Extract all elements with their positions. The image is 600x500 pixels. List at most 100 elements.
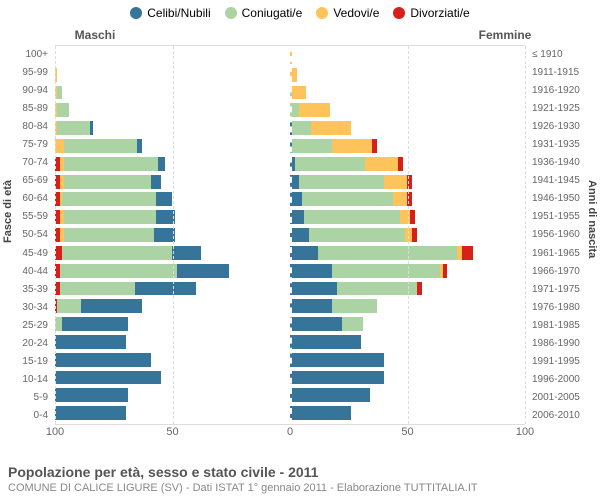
bar-segment [290,299,332,313]
year-label: 1996-2000 [528,371,600,389]
plot-area [55,45,525,425]
legend-item: Divorziati/e [393,6,469,20]
bar-segment [292,86,306,100]
x-tick: 100 [516,426,534,438]
age-label: 20-24 [0,335,52,353]
age-label: 90-94 [0,81,52,99]
bar-segment [384,175,408,189]
center-axis [290,46,292,424]
age-label: 45-49 [0,244,52,262]
bar-segment [57,299,81,313]
legend-item: Coniugati/e [225,6,303,20]
year-labels: ≤ 19101911-19151916-19201921-19251926-19… [528,45,600,425]
x-tick: 50 [401,426,413,438]
legend-label: Celibi/Nubili [147,6,210,20]
year-label: 1946-1950 [528,190,600,208]
year-label: 1911-1915 [528,63,600,81]
bar-segment [290,388,370,402]
gridline [525,46,526,424]
bar-segment [62,317,128,331]
bar-segment [290,228,309,242]
year-label: 1971-1975 [528,280,600,298]
bar-segment [372,139,377,153]
gender-female-label: Femmine [300,28,600,42]
year-label: 1966-1970 [528,262,600,280]
age-label: 40-44 [0,262,52,280]
year-label: 1986-1990 [528,335,600,353]
bar-segment [55,353,151,367]
bar-segment [290,406,351,420]
legend-swatch [225,7,237,19]
x-tick: 100 [46,426,64,438]
bar-segment [393,192,407,206]
bar-segment [55,371,161,385]
bar-segment [55,335,126,349]
year-label: 1991-1995 [528,353,600,371]
legend-label: Vedovi/e [333,6,379,20]
bar-segment [81,299,142,313]
bar-segment [55,246,62,260]
year-label: 1961-1965 [528,244,600,262]
legend-item: Vedovi/e [316,6,379,20]
year-label: ≤ 1910 [528,45,600,63]
year-label: 2001-2005 [528,389,600,407]
bar-segment [332,299,377,313]
bar-segment [405,228,412,242]
bar-segment [135,282,196,296]
bar-segment [311,121,351,135]
year-label: 1931-1935 [528,135,600,153]
population-pyramid-chart: Celibi/Nubili Coniugati/e Vedovi/e Divorzia… [0,0,600,500]
bar-segment [290,264,332,278]
bar-segment [299,103,330,117]
age-label: 95-99 [0,63,52,81]
bar-segment [295,157,366,171]
bar-segment [332,139,372,153]
gridline [55,46,56,424]
year-label: 2006-2010 [528,407,600,425]
bar-segment [290,282,337,296]
bar-segment [337,282,417,296]
chart-footer: Popolazione per età, sesso e stato civil… [8,464,592,494]
bar-segment [64,210,156,224]
bar-segment [299,175,384,189]
bar-segment [302,192,394,206]
bar-segment [64,139,137,153]
bar-segment [55,406,126,420]
age-label: 55-59 [0,208,52,226]
age-label: 85-89 [0,99,52,117]
age-label: 0-4 [0,407,52,425]
bar-segment [412,228,417,242]
year-label: 1941-1945 [528,172,600,190]
bar-segment [365,157,398,171]
age-label: 70-74 [0,154,52,172]
legend-swatch [393,7,405,19]
legend-swatch [316,7,328,19]
age-label: 5-9 [0,389,52,407]
legend-swatch [130,7,142,19]
age-label: 25-29 [0,316,52,334]
bar-segment [158,157,165,171]
bar-segment [55,388,128,402]
bar-segment [342,317,363,331]
chart-subtitle: COMUNE DI CALICE LIGURE (SV) - Dati ISTA… [8,482,592,494]
bar-segment [64,175,151,189]
bar-segment [62,246,172,260]
year-label: 1956-1960 [528,226,600,244]
bar-segment [172,246,200,260]
x-tick: 50 [166,426,178,438]
year-label: 1951-1955 [528,208,600,226]
year-label: 1936-1940 [528,154,600,172]
chart-title: Popolazione per età, sesso e stato civil… [8,464,592,480]
bar-segment [290,317,342,331]
age-label: 60-64 [0,190,52,208]
age-label: 80-84 [0,117,52,135]
bar-segment [64,228,153,242]
year-label: 1981-1985 [528,316,600,334]
age-labels: 100+95-9990-9485-8980-8475-7970-7465-696… [0,45,52,425]
bar-segment [304,210,400,224]
gridline [408,46,409,424]
bar-segment [292,139,332,153]
bar-segment [318,246,457,260]
bar-segment [57,86,62,100]
year-label: 1976-1980 [528,298,600,316]
